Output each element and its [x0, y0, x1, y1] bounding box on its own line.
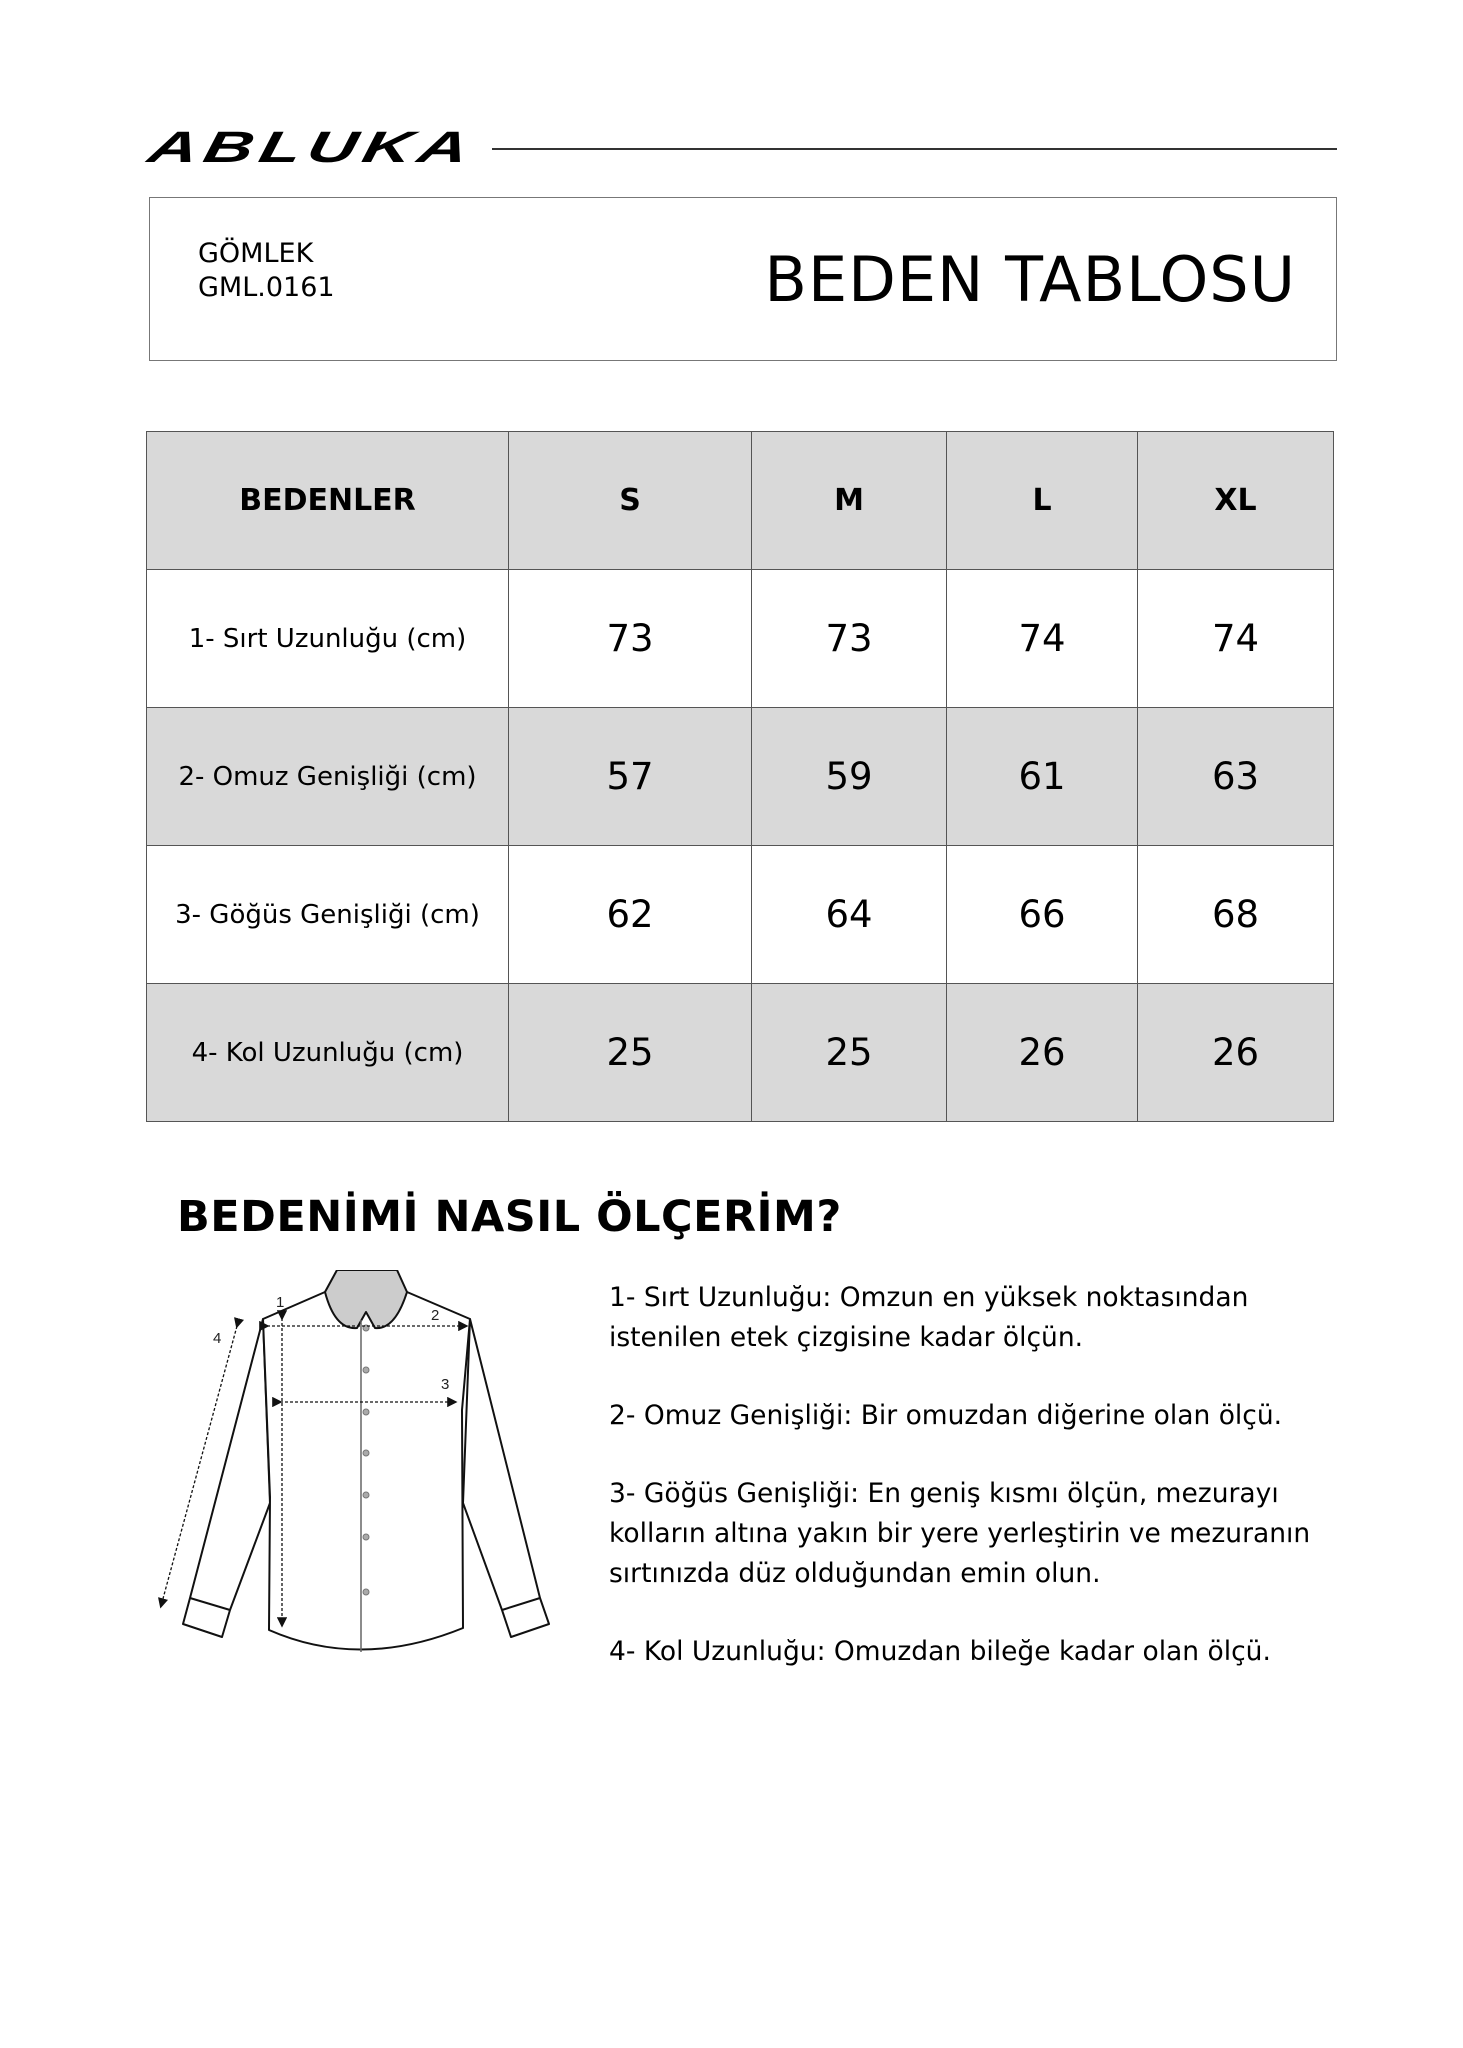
cell: 74 [1137, 569, 1334, 708]
header-cell: L [946, 431, 1138, 570]
collar [324, 1270, 408, 1330]
product-code: GML.0161 [198, 272, 335, 303]
header-cell: M [751, 431, 947, 570]
header-box: GÖMLEK GML.0161 BEDEN TABLOSU [149, 197, 1337, 361]
row-label: 2- Omuz Genişliği (cm) [146, 707, 509, 846]
header-cell: BEDENLER [146, 431, 509, 570]
measurement-instructions: 1- Sırt Uzunluğu: Omzun en yüksek noktas… [609, 1278, 1329, 1710]
diagram-label-3: 3 [441, 1376, 449, 1393]
right-sleeve [462, 1318, 550, 1638]
brand-logo: ABLUKA [143, 123, 480, 172]
cell: 26 [946, 983, 1138, 1122]
size-table: BEDENLER S M L XL 1- Sırt Uzunluğu (cm) … [146, 431, 1334, 1122]
cell: 62 [508, 845, 752, 984]
row-label: 4- Kol Uzunluğu (cm) [146, 983, 509, 1122]
cell: 73 [751, 569, 947, 708]
cell: 74 [946, 569, 1138, 708]
shirt-diagram: 1 2 3 4 [158, 1270, 550, 1652]
page-title: BEDEN TABLOSU [764, 243, 1296, 316]
table-header-row: BEDENLER S M L XL [146, 431, 1334, 570]
cell: 73 [508, 569, 752, 708]
header-cell: S [508, 431, 752, 570]
row-label: 3- Göğüs Genişliği (cm) [146, 845, 509, 984]
table-row: 1- Sırt Uzunluğu (cm) 73 73 74 74 [146, 569, 1334, 708]
header-cell: XL [1137, 431, 1334, 570]
diagram-label-4: 4 [213, 1330, 221, 1347]
cell: 25 [508, 983, 752, 1122]
row-label: 1- Sırt Uzunluğu (cm) [146, 569, 509, 708]
cell: 64 [751, 845, 947, 984]
instruction-item: 2- Omuz Genişliği: Bir omuzdan diğerine … [609, 1400, 1283, 1431]
instruction-item: 1- Sırt Uzunluğu: Omzun en yüksek noktas… [609, 1282, 1249, 1353]
table-row: 3- Göğüs Genişliği (cm) 62 64 66 68 [146, 845, 1334, 984]
diagram-label-1: 1 [276, 1294, 284, 1311]
instruction-item: 4- Kol Uzunluğu: Omuzdan bileğe kadar ol… [609, 1636, 1271, 1667]
cell: 63 [1137, 707, 1334, 846]
cell: 25 [751, 983, 947, 1122]
product-category: GÖMLEK [198, 238, 314, 269]
cell: 68 [1137, 845, 1334, 984]
cell: 66 [946, 845, 1138, 984]
table-row: 2- Omuz Genişliği (cm) 57 59 61 63 [146, 707, 1334, 846]
cell: 59 [751, 707, 947, 846]
cell: 57 [508, 707, 752, 846]
table-row: 4- Kol Uzunluğu (cm) 25 25 26 26 [146, 983, 1334, 1122]
instruction-item: 3- Göğüs Genişliği: En geniş kısmı ölçün… [609, 1478, 1311, 1589]
cell: 26 [1137, 983, 1334, 1122]
arrow-sleeve [158, 1317, 245, 1609]
header-divider [492, 148, 1337, 150]
shirt-body [262, 1291, 471, 1651]
diagram-label-2: 2 [431, 1307, 439, 1324]
cell: 61 [946, 707, 1138, 846]
guide-heading: BEDENİMİ NASIL ÖLÇERİM? [177, 1192, 842, 1242]
